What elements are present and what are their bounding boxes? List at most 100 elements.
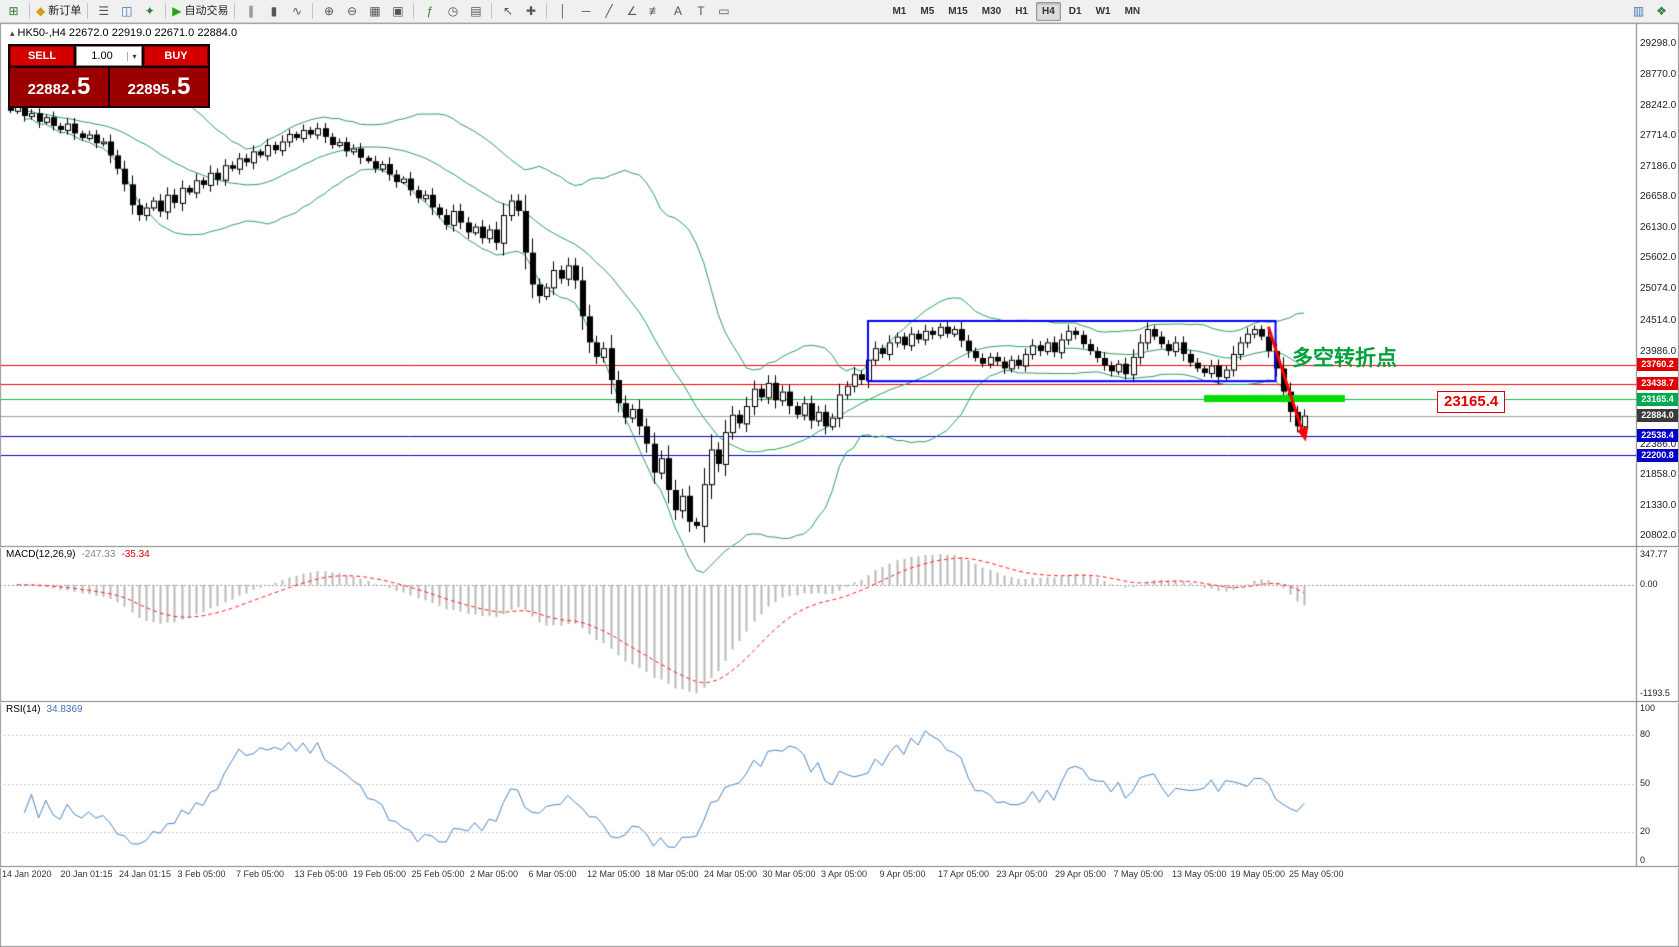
channel-icon: ∠ xyxy=(626,4,638,18)
templates-icon[interactable]: ▤ xyxy=(465,1,486,22)
rsi-header: RSI(14) 34.8369 xyxy=(6,704,83,715)
toolbar-separator xyxy=(413,3,415,19)
time-axis-label: 19 Feb 05:00 xyxy=(353,869,407,879)
vertical-line-icon: │ xyxy=(559,4,567,18)
toolbar-separator xyxy=(546,3,548,19)
market-watch-icon[interactable]: ☰ xyxy=(93,1,114,22)
period-icon: ◷ xyxy=(447,4,459,18)
price-axis-label: 28770.0 xyxy=(1640,68,1677,80)
time-axis-label: 23 Apr 05:00 xyxy=(996,869,1048,879)
autotrading-button: ▶ xyxy=(172,4,182,18)
timeframe-button-m15[interactable]: M15 xyxy=(948,5,968,17)
bar-chart-icon[interactable]: ∥ xyxy=(240,1,261,22)
timeframe-button-mn[interactable]: MN xyxy=(1124,5,1141,17)
timeframe-button-h1[interactable]: H1 xyxy=(1015,5,1028,17)
macd-value2: -35.34 xyxy=(121,549,150,560)
navigator-icon[interactable]: ✦ xyxy=(139,1,160,22)
horizontal-line-icon[interactable]: ─ xyxy=(575,1,596,22)
bid-price[interactable]: 22882 .5 xyxy=(10,68,108,106)
price-axis-label: 28242.0 xyxy=(1640,99,1677,111)
crosshair-icon: ✚ xyxy=(525,4,536,18)
toolbar-right-groups: ▥ ❖ xyxy=(1627,1,1673,22)
zoom-out-icon[interactable]: ⊖ xyxy=(341,1,362,22)
line-chart-icon[interactable]: ∿ xyxy=(286,1,307,22)
trendline-icon[interactable]: ╱ xyxy=(598,1,619,22)
navigator-icon: ✦ xyxy=(144,4,155,18)
new-order-button-label: 新订单 xyxy=(48,4,82,17)
price-line-tag: 22884.0 xyxy=(1637,409,1678,423)
ask-price[interactable]: 22895 .5 xyxy=(110,68,208,106)
price-axis-label: 22386.0 xyxy=(1640,438,1677,450)
data-window-icon[interactable]: ◫ xyxy=(116,1,137,22)
chart-shift-icon[interactable]: ▥ xyxy=(1632,4,1645,18)
candle-chart-icon[interactable]: ▮ xyxy=(263,1,284,22)
price-callout: 23165.4 xyxy=(1437,391,1506,413)
time-axis-label: 18 Mar 05:00 xyxy=(645,869,699,879)
time-axis-label: 3 Feb 05:00 xyxy=(177,869,226,879)
candle-chart-icon: ▮ xyxy=(270,4,278,18)
time-axis-label: 17 Apr 05:00 xyxy=(938,869,990,879)
time-axis-label: 9 Apr 05:00 xyxy=(879,869,926,879)
vertical-line-icon[interactable]: │ xyxy=(552,1,573,22)
rsi-scale-label: 20 xyxy=(1640,826,1651,837)
indicators-icon[interactable]: ƒ xyxy=(419,1,440,22)
price-line-tag: 22200.8 xyxy=(1637,448,1678,462)
cursor-icon[interactable]: ↖ xyxy=(497,1,518,22)
market-watch-icon: ☰ xyxy=(98,4,110,18)
cursor-icon: ↖ xyxy=(502,4,513,18)
label-icon[interactable]: T xyxy=(690,1,711,22)
macd-name: MACD(12,26,9) xyxy=(6,549,76,560)
bid-dec: .5 xyxy=(70,73,91,100)
price-line-tag: 23438.7 xyxy=(1637,377,1678,391)
toolbar-separator xyxy=(29,3,30,19)
timeframe-button-m1[interactable]: M1 xyxy=(892,5,907,17)
rsi-scale-label: 50 xyxy=(1640,777,1651,788)
time-axis-label: 24 Jan 01:15 xyxy=(119,869,172,879)
zoom-in-icon[interactable]: ⊕ xyxy=(318,1,339,22)
autotrading-button[interactable]: ▶ 自动交易 xyxy=(171,1,229,22)
fibonacci-icon[interactable]: ≢ xyxy=(644,1,665,22)
volume-input[interactable] xyxy=(77,49,127,63)
rsi-name: RSI(14) xyxy=(6,704,41,715)
price-axis-label: 26130.0 xyxy=(1640,221,1677,233)
grid-icon[interactable]: ▦ xyxy=(364,1,385,22)
price-axis-label: 21330.0 xyxy=(1640,499,1677,511)
timeframe-button-d1[interactable]: D1 xyxy=(1068,5,1082,17)
label-icon: T xyxy=(697,4,705,18)
macd-value1: -247.33 xyxy=(81,549,116,560)
price-axis-label: 27714.0 xyxy=(1640,130,1677,142)
timeframe-button-w1[interactable]: W1 xyxy=(1095,5,1111,17)
volume-spinner-icon[interactable]: ▾ xyxy=(127,51,141,61)
timeframe-button-m30[interactable]: M30 xyxy=(981,5,1002,17)
new-chart-icon[interactable]: ⊞ xyxy=(3,1,24,22)
profile-icon[interactable]: ❖ xyxy=(1656,4,1667,18)
tile-windows-icon[interactable]: ▣ xyxy=(387,1,408,22)
buy-button[interactable]: BUY xyxy=(144,46,208,66)
time-axis-label: 13 May 05:00 xyxy=(1172,869,1227,879)
sell-button[interactable]: SELL xyxy=(10,46,74,66)
new-order-button[interactable]: ◆ 新订单 xyxy=(35,1,82,22)
time-axis-label: 19 May 05:00 xyxy=(1230,869,1286,879)
price-axis-label: 21858.0 xyxy=(1640,469,1677,481)
price-line-tag: 23760.2 xyxy=(1637,358,1678,372)
crosshair-icon[interactable]: ✚ xyxy=(520,1,541,22)
price-axis-label: 23986.0 xyxy=(1640,345,1677,357)
chart-title-text: HK50-,H4 22672.0 22919.0 22671.0 22884.0 xyxy=(17,27,238,39)
price-axis-label: 26658.0 xyxy=(1640,191,1677,203)
rsi-scale-label: 0 xyxy=(1640,855,1646,865)
new-chart-icon: ⊞ xyxy=(8,4,19,18)
period-icon[interactable]: ◷ xyxy=(442,1,463,22)
shapes-icon[interactable]: ▭ xyxy=(713,1,734,22)
text-icon: A xyxy=(673,4,682,18)
fibonacci-icon: ≢ xyxy=(648,4,661,18)
rsi-scale-label: 100 xyxy=(1640,703,1656,713)
time-axis-label: 20 Jan 01:15 xyxy=(60,869,113,879)
timeframe-button-m5[interactable]: M5 xyxy=(920,5,935,17)
channel-icon[interactable]: ∠ xyxy=(621,1,642,22)
tile-windows-icon: ▣ xyxy=(392,4,404,18)
timeframe-button-h4[interactable]: H4 xyxy=(1035,1,1061,21)
trendline-icon: ╱ xyxy=(605,4,613,18)
text-icon[interactable]: A xyxy=(667,1,688,22)
